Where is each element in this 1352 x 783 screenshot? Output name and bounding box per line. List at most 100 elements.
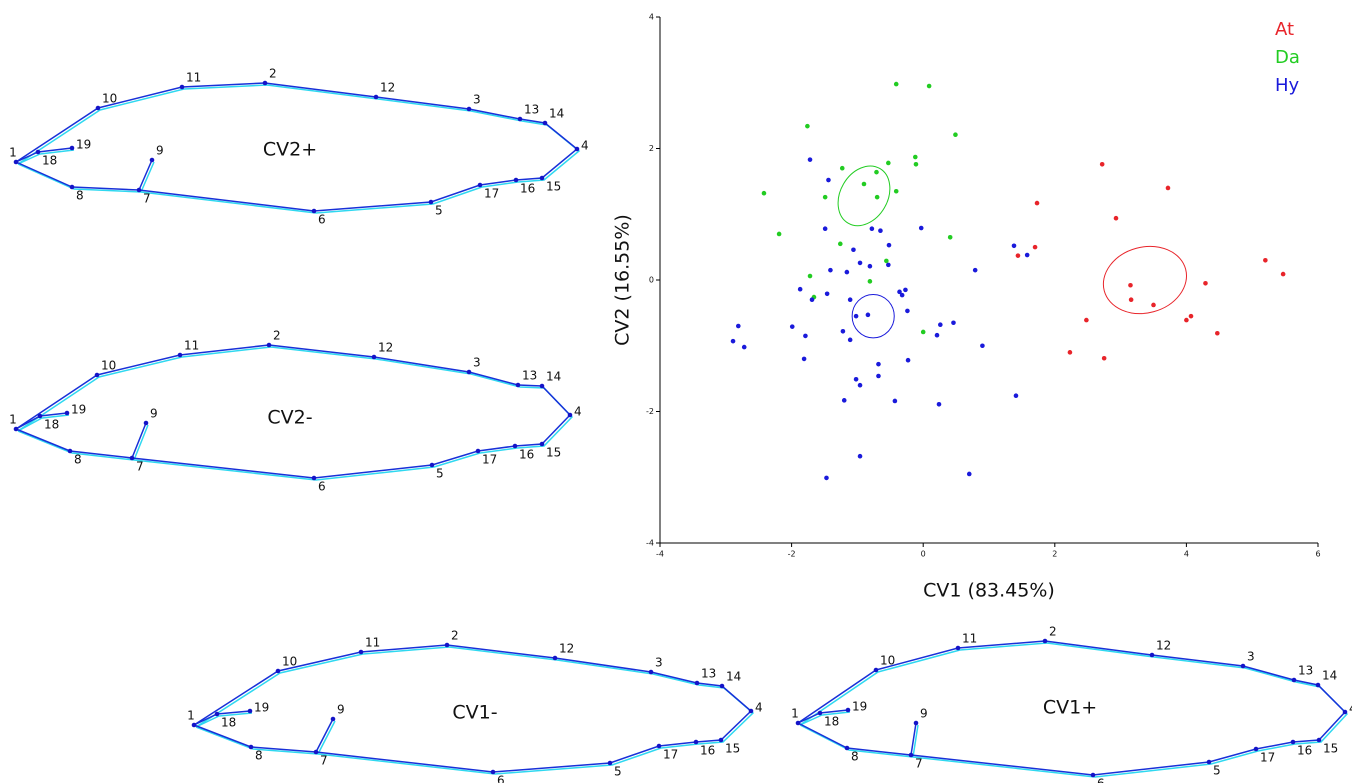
link [315,718,334,753]
landmark [1316,737,1322,743]
landmark-label: 15 [546,180,561,194]
panel-title: CV2- [267,407,312,429]
landmark-label: 16 [519,448,534,462]
landmark [428,199,434,205]
landmark [795,720,801,726]
point [966,471,972,477]
landmark-label: 9 [156,144,164,158]
link [39,412,68,417]
point [913,154,918,160]
landmark-label: 19 [852,700,867,714]
point [905,308,910,314]
landmark [513,177,519,183]
confidence-ellipse [851,293,895,339]
x-tick-label: 0 [921,550,926,559]
confidence-ellipse [1102,245,1188,315]
x-tick-label: 6 [1315,550,1320,559]
point [807,157,813,162]
link [41,414,70,419]
landmark-label: 16 [700,744,715,758]
landmark-label: 14 [549,107,564,121]
landmark-label: 4 [574,405,582,419]
point [840,328,846,334]
landmark [13,159,19,165]
point [730,338,736,344]
landmark [845,707,851,713]
outline [799,642,1349,778]
landmark [552,655,558,661]
y-tick-label: 2 [649,144,654,153]
point [897,289,902,295]
confidence-ellipse [837,165,891,227]
point [736,323,741,329]
point [1024,252,1030,258]
landmark [1206,759,1212,765]
point [886,160,891,166]
point [874,169,879,175]
landmark [955,645,961,651]
point [1032,244,1038,250]
point [837,241,843,247]
landmark-label: 6 [318,480,326,494]
landmark [69,145,75,151]
landmark-label: 9 [337,703,345,717]
landmark [694,680,700,686]
landmark [275,668,281,674]
landmark-label: 14 [1322,669,1337,683]
landmark-label: 4 [755,701,763,715]
landmark [656,743,662,749]
point [822,194,828,200]
point [886,242,892,248]
panel-title: CV1+ [1043,697,1097,719]
outline [17,84,581,214]
point [853,376,859,382]
landmark-label: 3 [473,93,481,107]
point [892,398,898,404]
point [951,320,956,326]
link [131,422,147,459]
landmark-label: 7 [136,460,144,474]
landmark-label: 8 [76,189,84,203]
landmark [214,711,220,717]
landmark-label: 5 [436,467,444,481]
point [903,287,908,293]
landmark [844,745,850,751]
point [953,132,958,137]
landmark [512,443,518,449]
point [1034,200,1040,206]
point [803,333,808,339]
landmark [517,116,523,122]
point [1015,253,1021,258]
landmark-label: 12 [378,341,393,355]
point [789,324,795,329]
point [853,313,859,319]
landmark-label: 15 [546,446,561,460]
point [809,297,815,303]
landmark-label: 17 [482,453,497,467]
link [317,720,336,755]
landmark-label: 12 [1156,639,1171,653]
landmark-label: 4 [581,139,589,153]
point [1013,393,1019,399]
landmark [908,752,914,758]
point [839,165,845,171]
landmark [330,716,336,722]
landmark [475,448,481,454]
landmark-label: 19 [76,138,91,152]
landmark [35,149,41,155]
point [936,401,942,407]
link [912,724,919,758]
landmark [266,342,272,348]
landmark [64,410,70,416]
landmark-label: 8 [255,749,263,763]
landmark-label: 2 [273,329,281,343]
link [821,711,851,716]
link [15,415,41,430]
landmark-label: 12 [559,642,574,656]
landmark-label: 16 [520,182,535,196]
point [878,228,883,233]
